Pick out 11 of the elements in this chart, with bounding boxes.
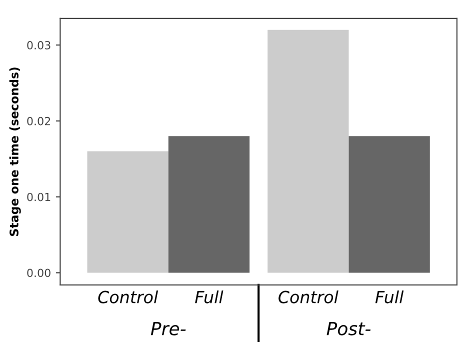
text: Pre-	[150, 322, 186, 336]
y-tick-label: 0.00	[27, 268, 50, 278]
x-tick-label: Full	[195, 290, 224, 304]
y-tick-label: 0.03	[27, 41, 50, 50]
x-tick-label: Full	[375, 290, 404, 304]
text: Post-	[326, 322, 371, 336]
x-tick-label: Control	[98, 290, 158, 304]
x-tick-label: Control	[278, 290, 338, 304]
y-axis-title: Stage one time (seconds)	[9, 68, 21, 236]
y-tick-label: 0.02	[27, 116, 50, 126]
y-tick-label: 0.01	[27, 192, 50, 202]
